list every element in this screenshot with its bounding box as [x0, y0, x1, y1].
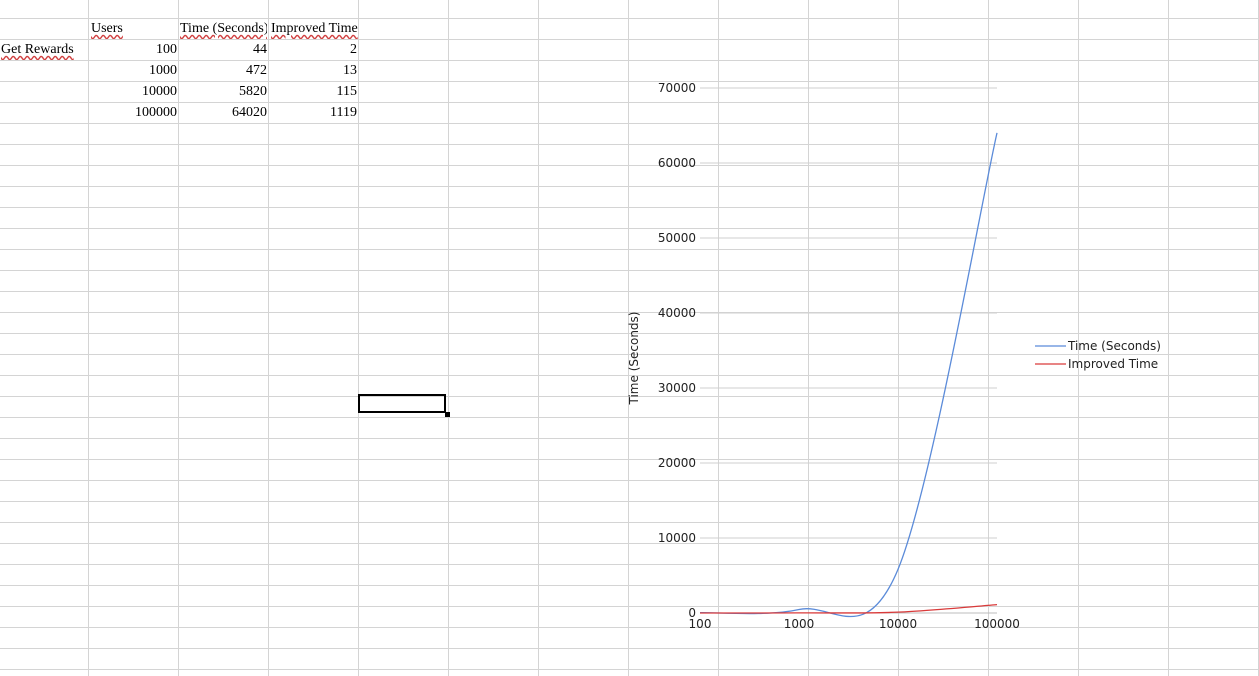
- row-label: Get Rewards: [1, 40, 87, 60]
- header-users-text[interactable]: Users: [91, 21, 123, 36]
- y-tick-label: 10000: [658, 531, 696, 545]
- cell-improved-3[interactable]: 115: [336, 84, 357, 99]
- selected-cell[interactable]: [358, 394, 446, 413]
- cell-users-1[interactable]: 100: [156, 42, 177, 57]
- cell-time-3[interactable]: 5820: [239, 84, 267, 99]
- x-tick-label: 100000: [974, 617, 1020, 631]
- y-axis-title: Time (Seconds): [627, 312, 641, 406]
- series-line-1: [699, 603, 998, 614]
- header-improved-text[interactable]: Improved Time: [271, 21, 358, 36]
- legend-label: Time (Seconds): [1067, 339, 1161, 353]
- cell-improved-2[interactable]: 13: [343, 63, 357, 78]
- cell-time-2[interactable]: 472: [246, 63, 267, 78]
- y-tick-label: 70000: [658, 81, 696, 95]
- legend-label: Improved Time: [1068, 357, 1158, 371]
- cell-time-4[interactable]: 64020: [232, 105, 267, 120]
- x-tick-label: 1000: [784, 617, 815, 631]
- y-tick-label: 0: [688, 606, 696, 620]
- header-time: Time (Seconds): [180, 19, 267, 39]
- header-improved: Improved Time: [271, 19, 381, 39]
- x-tick-label: 10000: [879, 617, 917, 631]
- y-tick-label: 50000: [658, 231, 696, 245]
- y-tick-label: 30000: [658, 381, 696, 395]
- cell-users-4[interactable]: 100000: [135, 105, 177, 120]
- cell-users-3[interactable]: 10000: [142, 84, 177, 99]
- y-tick-label: 40000: [658, 306, 696, 320]
- x-tick-label: 100: [689, 617, 712, 631]
- cell-improved-4[interactable]: 1119: [330, 105, 357, 120]
- row-label-text[interactable]: Get Rewards: [1, 42, 74, 57]
- header-time-text[interactable]: Time (Seconds): [180, 21, 267, 36]
- series-line-0: [699, 132, 998, 618]
- fill-handle[interactable]: [445, 412, 450, 417]
- header-users: Users: [91, 19, 177, 39]
- y-tick-label: 20000: [658, 456, 696, 470]
- cell-improved-1[interactable]: 2: [350, 42, 357, 57]
- y-tick-label: 60000: [658, 156, 696, 170]
- cell-users-2[interactable]: 1000: [149, 63, 177, 78]
- cell-time-1[interactable]: 44: [253, 42, 267, 57]
